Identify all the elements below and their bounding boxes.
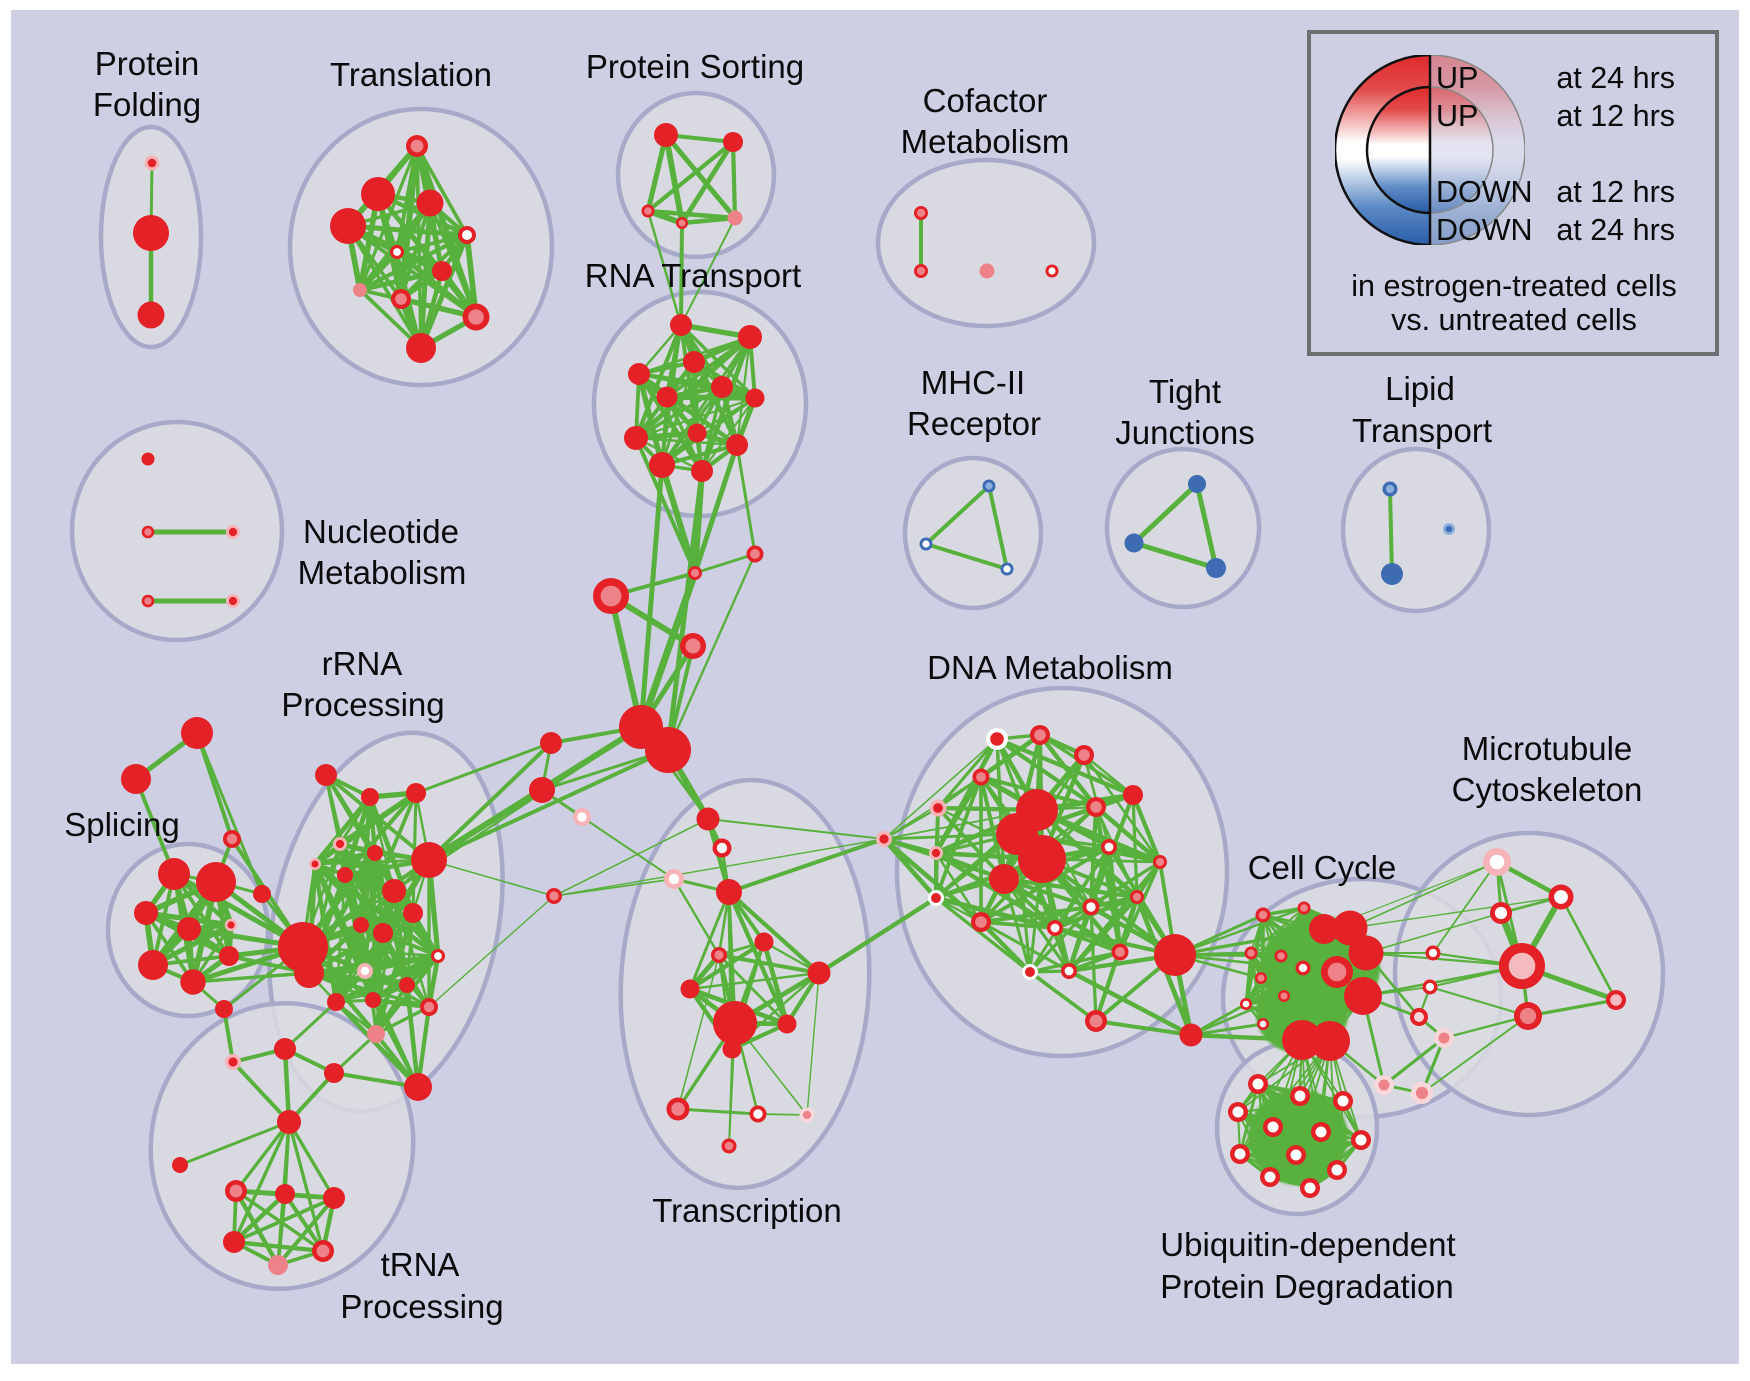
svg-text:Lipid: Lipid — [1385, 370, 1455, 407]
svg-text:Protein Sorting: Protein Sorting — [586, 48, 804, 85]
svg-text:Transport: Transport — [1352, 412, 1492, 449]
svg-text:DOWN: DOWN — [1436, 213, 1533, 247]
svg-text:Cell Cycle: Cell Cycle — [1248, 849, 1397, 886]
svg-text:Metabolism: Metabolism — [901, 123, 1070, 160]
svg-text:RNA Transport: RNA Transport — [585, 257, 801, 294]
svg-text:Transcription: Transcription — [652, 1192, 842, 1229]
svg-text:Nucleotide: Nucleotide — [303, 513, 459, 550]
svg-text:at 24 hrs: at 24 hrs — [1556, 61, 1675, 95]
svg-text:rRNA: rRNA — [322, 645, 403, 682]
svg-text:Splicing: Splicing — [64, 806, 180, 843]
svg-text:at 24 hrs: at 24 hrs — [1556, 213, 1675, 247]
svg-text:Microtubule: Microtubule — [1462, 730, 1633, 767]
svg-text:at 12 hrs: at 12 hrs — [1556, 175, 1675, 209]
svg-text:Cytoskeleton: Cytoskeleton — [1452, 771, 1643, 808]
svg-text:tRNA: tRNA — [381, 1246, 460, 1283]
svg-text:Folding: Folding — [93, 86, 201, 123]
svg-text:Cofactor: Cofactor — [923, 82, 1048, 119]
svg-text:in estrogen-treated cells: in estrogen-treated cells — [1351, 269, 1677, 303]
svg-text:Receptor: Receptor — [907, 405, 1041, 442]
svg-text:Processing: Processing — [340, 1288, 503, 1325]
svg-text:UP: UP — [1436, 61, 1478, 95]
svg-text:UP: UP — [1436, 99, 1478, 133]
svg-text:DOWN: DOWN — [1436, 175, 1533, 209]
svg-text:Junctions: Junctions — [1115, 414, 1254, 451]
svg-text:Protein Degradation: Protein Degradation — [1160, 1268, 1454, 1305]
svg-text:Protein: Protein — [95, 45, 200, 82]
svg-text:Processing: Processing — [281, 686, 444, 723]
svg-text:vs. untreated cells: vs. untreated cells — [1391, 303, 1637, 337]
svg-text:MHC-II: MHC-II — [921, 364, 1025, 401]
svg-text:at 12 hrs: at 12 hrs — [1556, 99, 1675, 133]
svg-text:Ubiquitin-dependent: Ubiquitin-dependent — [1160, 1226, 1455, 1263]
svg-text:Metabolism: Metabolism — [298, 554, 467, 591]
svg-text:Tight: Tight — [1149, 373, 1221, 410]
svg-text:DNA Metabolism: DNA Metabolism — [927, 649, 1173, 686]
svg-text:Translation: Translation — [330, 56, 492, 93]
